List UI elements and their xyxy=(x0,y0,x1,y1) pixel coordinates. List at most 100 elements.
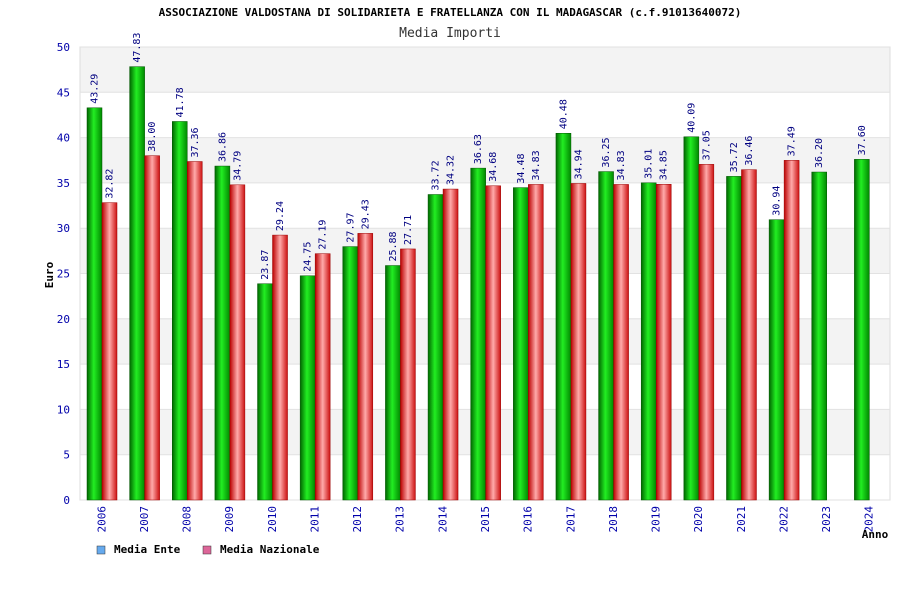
y-tick-label: 40 xyxy=(57,132,70,145)
value-label-media-nazionale-2006: 32.82 xyxy=(105,169,116,199)
x-tick-label-2016: 2016 xyxy=(522,506,535,533)
x-tick-label-2012: 2012 xyxy=(351,506,364,533)
value-label-media-nazionale-2013: 27.71 xyxy=(403,215,414,245)
value-label-media-nazionale-2011: 27.19 xyxy=(318,220,329,250)
bar-media-ente-2021 xyxy=(726,176,742,501)
y-tick-label: 50 xyxy=(57,41,70,54)
y-tick-label: 0 xyxy=(63,494,70,507)
value-label-media-nazionale-2022: 37.49 xyxy=(787,126,798,156)
bar-media-nazionale-2018 xyxy=(613,184,629,501)
bar-media-ente-2018 xyxy=(598,171,614,501)
y-tick-label: 35 xyxy=(57,177,70,190)
x-tick-label-2021: 2021 xyxy=(735,506,748,533)
legend-label-media-nazionale: Media Nazionale xyxy=(220,543,320,556)
x-tick-label-2011: 2011 xyxy=(308,506,321,533)
value-label-media-nazionale-2021: 36.46 xyxy=(744,136,755,166)
bar-media-nazionale-2007 xyxy=(144,155,160,501)
bar-media-nazionale-2016 xyxy=(528,184,544,501)
value-label-media-nazionale-2017: 34.94 xyxy=(573,149,584,179)
x-tick-label-2018: 2018 xyxy=(607,506,620,533)
y-tick-label: 20 xyxy=(57,313,70,326)
bar-media-nazionale-2021 xyxy=(741,169,757,501)
legend: Media Ente Media Nazionale xyxy=(96,543,320,556)
x-tick-label-2022: 2022 xyxy=(777,506,790,533)
bar-media-nazionale-2012 xyxy=(357,233,374,501)
legend-swatch-media-ente xyxy=(96,545,106,555)
y-tick-label: 25 xyxy=(57,268,70,281)
bar-media-ente-2022 xyxy=(768,219,785,501)
bar-media-ente-2019 xyxy=(640,182,657,501)
value-label-media-ente-2017: 40.48 xyxy=(558,99,569,129)
value-label-media-ente-2013: 25.88 xyxy=(388,231,399,261)
bar-media-ente-2009 xyxy=(214,165,231,501)
value-label-media-nazionale-2014: 34.32 xyxy=(446,155,457,185)
bar-media-nazionale-2008 xyxy=(187,161,203,501)
value-label-media-ente-2024: 37.60 xyxy=(857,125,868,155)
value-label-media-ente-2021: 35.72 xyxy=(729,142,740,172)
value-label-media-ente-2008: 41.78 xyxy=(175,87,186,117)
x-tick-label-2009: 2009 xyxy=(223,506,236,533)
grid-band xyxy=(80,47,890,93)
y-axis-label: Euro xyxy=(43,261,56,288)
value-label-media-nazionale-2007: 38.00 xyxy=(147,122,158,152)
bar-media-nazionale-2010 xyxy=(272,234,288,501)
bar-media-ente-2024 xyxy=(854,159,870,501)
bar-media-ente-2006 xyxy=(86,107,103,501)
value-label-media-ente-2023: 36.20 xyxy=(814,138,825,168)
value-label-media-nazionale-2020: 37.05 xyxy=(701,130,712,160)
bar-media-ente-2011 xyxy=(299,275,316,501)
value-label-media-nazionale-2018: 34.83 xyxy=(616,150,627,180)
value-label-media-nazionale-2015: 34.68 xyxy=(488,152,499,182)
value-label-media-ente-2010: 23.87 xyxy=(260,250,271,280)
bar-media-nazionale-2011 xyxy=(314,253,331,501)
value-label-media-ente-2015: 36.63 xyxy=(473,134,484,164)
x-tick-label-2023: 2023 xyxy=(820,506,833,533)
x-tick-label-2007: 2007 xyxy=(138,506,151,533)
y-tick-label: 10 xyxy=(57,403,70,416)
chart-subtitle: Media Importi xyxy=(399,26,501,41)
bars xyxy=(86,66,870,501)
value-labels: 43.29 32.82 47.83 38.00 41.78 37.36 36.86 34.79… xyxy=(90,33,868,280)
bar-media-ente-2012 xyxy=(342,246,359,501)
bar-media-ente-2010 xyxy=(257,283,273,501)
bar-media-ente-2020 xyxy=(683,136,700,501)
bar-media-ente-2015 xyxy=(470,167,486,501)
value-label-media-nazionale-2010: 29.24 xyxy=(275,201,286,231)
y-axis-ticks: 0 5 10 15 20 25 30 35 40 45 50 xyxy=(57,41,70,507)
grid-band xyxy=(80,92,890,138)
x-tick-label-2019: 2019 xyxy=(650,506,663,533)
value-label-media-ente-2016: 34.48 xyxy=(516,154,527,184)
x-tick-label-2020: 2020 xyxy=(692,506,705,533)
bar-media-ente-2007 xyxy=(129,66,145,501)
value-label-media-ente-2020: 40.09 xyxy=(686,103,697,133)
chart-title: ASSOCIAZIONE VALDOSTANA DI SOLIDARIETA E… xyxy=(159,6,742,19)
bar-media-ente-2008 xyxy=(172,121,188,501)
x-tick-label-2024: 2024 xyxy=(863,506,876,533)
y-tick-label: 45 xyxy=(57,86,70,99)
value-label-media-ente-2018: 36.25 xyxy=(601,137,612,167)
bar-media-nazionale-2013 xyxy=(400,248,416,501)
x-tick-label-2006: 2006 xyxy=(95,506,108,533)
bar-media-ente-2014 xyxy=(427,194,444,501)
bar-media-nazionale-2020 xyxy=(698,164,715,501)
value-label-media-nazionale-2012: 29.43 xyxy=(360,199,371,229)
bar-media-nazionale-2017 xyxy=(570,183,587,501)
value-label-media-ente-2007: 47.83 xyxy=(132,33,143,63)
value-label-media-ente-2006: 43.29 xyxy=(90,74,101,104)
bar-media-nazionale-2019 xyxy=(655,184,672,501)
value-label-media-nazionale-2016: 34.83 xyxy=(531,150,542,180)
value-label-media-nazionale-2009: 34.79 xyxy=(232,151,243,181)
bar-media-nazionale-2006 xyxy=(101,202,118,501)
bar-media-nazionale-2014 xyxy=(442,188,459,501)
bar-media-nazionale-2015 xyxy=(485,185,501,501)
value-label-media-ente-2019: 35.01 xyxy=(644,149,655,179)
value-label-media-ente-2022: 30.94 xyxy=(772,186,783,216)
x-tick-label-2017: 2017 xyxy=(564,506,577,533)
bar-media-ente-2013 xyxy=(385,265,401,501)
value-label-media-nazionale-2008: 37.36 xyxy=(190,127,201,157)
bar-media-ente-2017 xyxy=(555,133,572,501)
legend-label-media-ente: Media Ente xyxy=(114,543,181,556)
value-label-media-nazionale-2019: 34.85 xyxy=(659,150,670,180)
value-label-media-ente-2014: 33.72 xyxy=(431,160,442,190)
